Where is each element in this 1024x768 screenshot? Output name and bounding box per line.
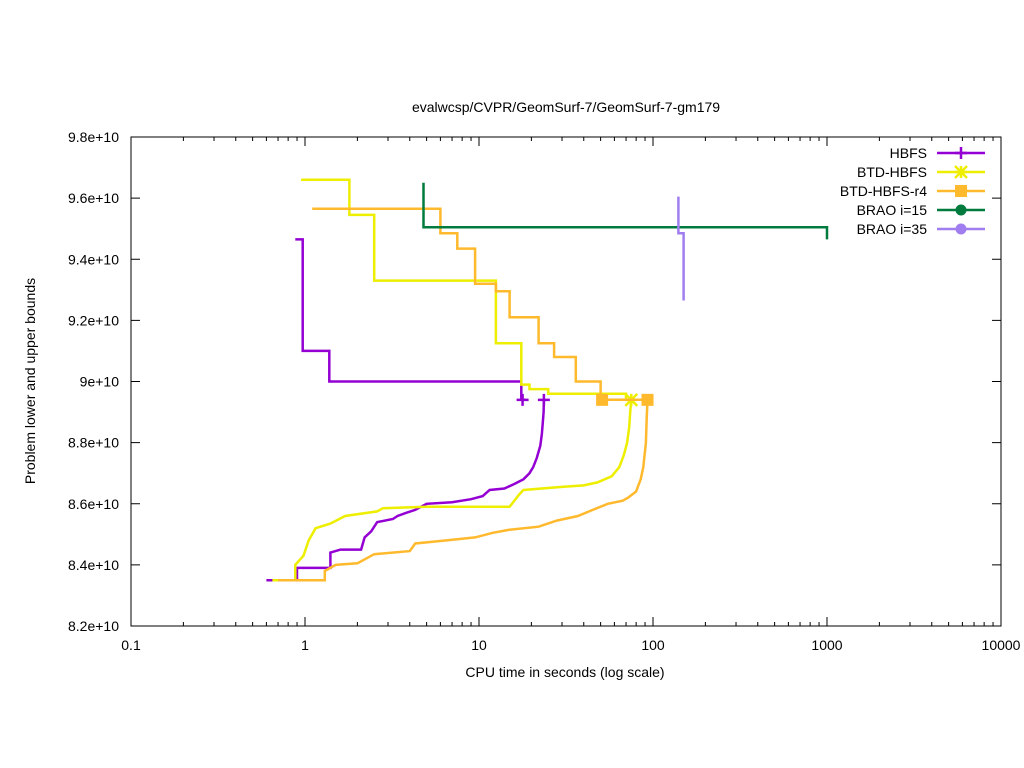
upper-bound-line xyxy=(677,196,685,301)
x-tick-label: 10000 xyxy=(982,637,1021,653)
circle-marker xyxy=(955,223,967,235)
lower-bound-line xyxy=(272,399,633,582)
y-tick-label: 9.4e+10 xyxy=(68,251,119,267)
y-tick-label: 9e+10 xyxy=(80,374,120,390)
legend-label: BRAO i=15 xyxy=(857,202,928,218)
square-marker xyxy=(641,393,654,406)
y-tick-label: 9.6e+10 xyxy=(68,190,119,206)
plot-area xyxy=(266,178,829,582)
plot-frame xyxy=(130,136,1002,627)
x-tick-label: 10 xyxy=(471,637,487,653)
legend-label: BTD-HBFS-r4 xyxy=(840,183,927,199)
x-tick-label: 100 xyxy=(641,637,665,653)
tick-marks xyxy=(130,136,1002,627)
legend-item: BTD-HBFS xyxy=(857,164,985,180)
x-tick-label: 1 xyxy=(301,637,309,653)
upper-bound-line xyxy=(422,182,829,240)
series-brao-i-35 xyxy=(677,196,685,301)
y-tick-label: 8.6e+10 xyxy=(68,496,119,512)
y-tick-label: 9.8e+10 xyxy=(68,129,119,145)
y-tick-label: 9.2e+10 xyxy=(68,312,119,328)
circle-marker xyxy=(955,204,967,216)
y-tick-label: 8.2e+10 xyxy=(68,618,119,634)
legend-label: BTD-HBFS xyxy=(857,164,927,180)
legend-label: BRAO i=35 xyxy=(857,221,928,237)
chart-title: evalwcsp/CVPR/GeomSurf-7/GeomSurf-7-gm17… xyxy=(412,99,720,115)
legend-label: HBFS xyxy=(890,145,927,161)
legend-item: BTD-HBFS-r4 xyxy=(840,183,985,199)
plus-marker xyxy=(537,393,550,406)
plus-marker xyxy=(516,393,529,406)
series-hbfs xyxy=(266,238,550,582)
x-tick-label: 1000 xyxy=(811,637,842,653)
lower-bound-line xyxy=(278,399,649,582)
x-axis-title: CPU time in seconds (log scale) xyxy=(465,664,664,680)
legend: HBFS BTD-HBFS BTD-HBFS-r4 BRAO i=15 BRAO i=3… xyxy=(840,145,985,237)
upper-bound-line xyxy=(301,178,632,402)
star-marker xyxy=(954,165,968,179)
series-brao-i-15 xyxy=(422,182,829,240)
legend-item: BRAO i=15 xyxy=(857,202,985,218)
series-btd-hbfs-r4 xyxy=(278,207,654,582)
legend-item: HBFS xyxy=(890,145,985,161)
upper-bound-line xyxy=(312,207,648,402)
y-tick-label: 8.8e+10 xyxy=(68,435,119,451)
plus-marker xyxy=(955,147,967,159)
square-marker xyxy=(596,393,609,406)
y-tick-label: 8.4e+10 xyxy=(68,557,119,573)
x-tick-label: 0.1 xyxy=(121,637,141,653)
y-axis-title: Problem lower and upper bounds xyxy=(22,278,38,484)
upper-bound-line xyxy=(295,238,526,402)
legend-item: BRAO i=35 xyxy=(857,221,985,237)
tick-labels: 8.2e+10 8.4e+10 8.6e+10 8.8e+10 9e+10 9.2e+10… xyxy=(68,129,1021,653)
lower-bound-line xyxy=(266,399,546,582)
square-marker xyxy=(955,185,967,197)
